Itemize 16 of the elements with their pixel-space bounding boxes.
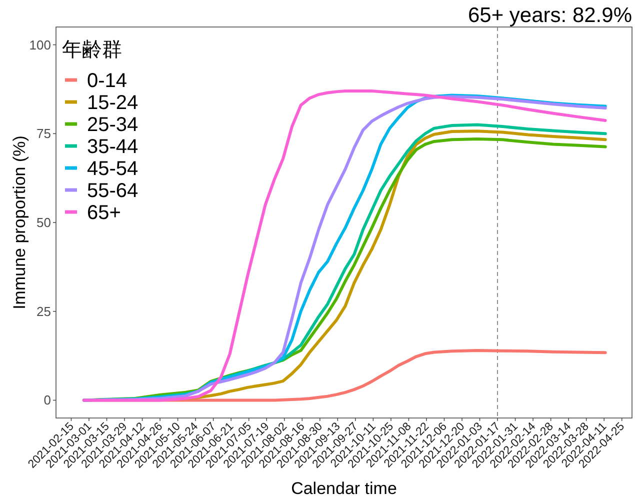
y-axis-title: Immune proportion (%) (10, 136, 29, 310)
chart-title: 65+ years: 82.9% (468, 4, 632, 27)
y-tick-label: 100 (29, 37, 51, 52)
legend-label: 65+ (87, 202, 121, 224)
legend-label: 25-34 (87, 114, 138, 136)
legend-label: 35-44 (87, 136, 138, 158)
y-tick-label: 50 (36, 215, 51, 230)
legend-label: 15-24 (87, 92, 138, 114)
legend-label: 55-64 (87, 180, 138, 202)
legend-label: 0-14 (87, 70, 128, 92)
y-tick-label: 75 (36, 126, 51, 142)
y-tick-label: 0 (44, 392, 51, 408)
legend-label: 45-54 (87, 158, 138, 180)
legend-title: 年齢群 (62, 39, 122, 61)
y-tick-label: 25 (36, 304, 51, 319)
x-axis-title: Calendar time (291, 479, 397, 498)
